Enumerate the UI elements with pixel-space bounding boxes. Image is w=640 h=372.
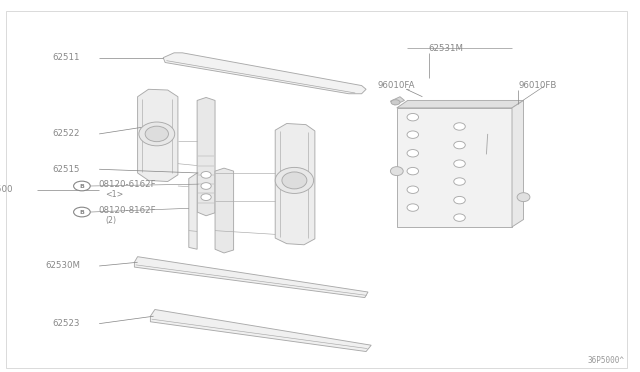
Polygon shape <box>275 124 315 245</box>
Polygon shape <box>138 89 178 182</box>
Ellipse shape <box>454 141 465 149</box>
Text: 36P5000^: 36P5000^ <box>587 356 624 365</box>
Ellipse shape <box>201 194 211 201</box>
Ellipse shape <box>407 204 419 211</box>
Polygon shape <box>134 257 368 298</box>
Ellipse shape <box>407 186 419 193</box>
Polygon shape <box>150 310 371 352</box>
Text: 62500: 62500 <box>0 185 13 194</box>
Text: 96010FB: 96010FB <box>518 81 557 90</box>
Ellipse shape <box>454 160 465 167</box>
Text: <1>: <1> <box>106 190 124 199</box>
Text: 62515: 62515 <box>52 165 80 174</box>
Polygon shape <box>163 53 366 94</box>
Text: (2): (2) <box>106 216 116 225</box>
Polygon shape <box>390 97 404 105</box>
Text: 08120-8162F: 08120-8162F <box>98 206 156 215</box>
Ellipse shape <box>454 123 465 130</box>
Polygon shape <box>397 100 524 108</box>
Ellipse shape <box>145 126 168 142</box>
Text: 62523: 62523 <box>52 319 80 328</box>
Circle shape <box>74 181 90 191</box>
Polygon shape <box>197 97 215 216</box>
Text: 08120-6162F: 08120-6162F <box>98 180 156 189</box>
Text: 96010FA: 96010FA <box>378 81 415 90</box>
Ellipse shape <box>139 122 175 146</box>
Ellipse shape <box>407 113 419 121</box>
Text: B: B <box>79 209 84 215</box>
Ellipse shape <box>517 193 530 202</box>
Ellipse shape <box>407 131 419 138</box>
Text: B: B <box>79 183 84 189</box>
Ellipse shape <box>201 171 211 178</box>
Polygon shape <box>215 168 234 253</box>
Polygon shape <box>397 108 512 227</box>
Text: 62530M: 62530M <box>45 262 80 270</box>
Ellipse shape <box>390 167 403 176</box>
Ellipse shape <box>454 196 465 204</box>
Ellipse shape <box>201 183 211 189</box>
Polygon shape <box>512 100 524 227</box>
Ellipse shape <box>407 150 419 157</box>
Ellipse shape <box>275 167 314 193</box>
Ellipse shape <box>454 178 465 185</box>
Text: 62522: 62522 <box>52 129 80 138</box>
Ellipse shape <box>407 167 419 175</box>
Ellipse shape <box>282 172 307 189</box>
Text: 62511: 62511 <box>52 53 80 62</box>
Ellipse shape <box>454 214 465 221</box>
Polygon shape <box>189 173 197 249</box>
Circle shape <box>74 207 90 217</box>
Ellipse shape <box>391 100 400 105</box>
Text: 62531M: 62531M <box>429 44 464 53</box>
